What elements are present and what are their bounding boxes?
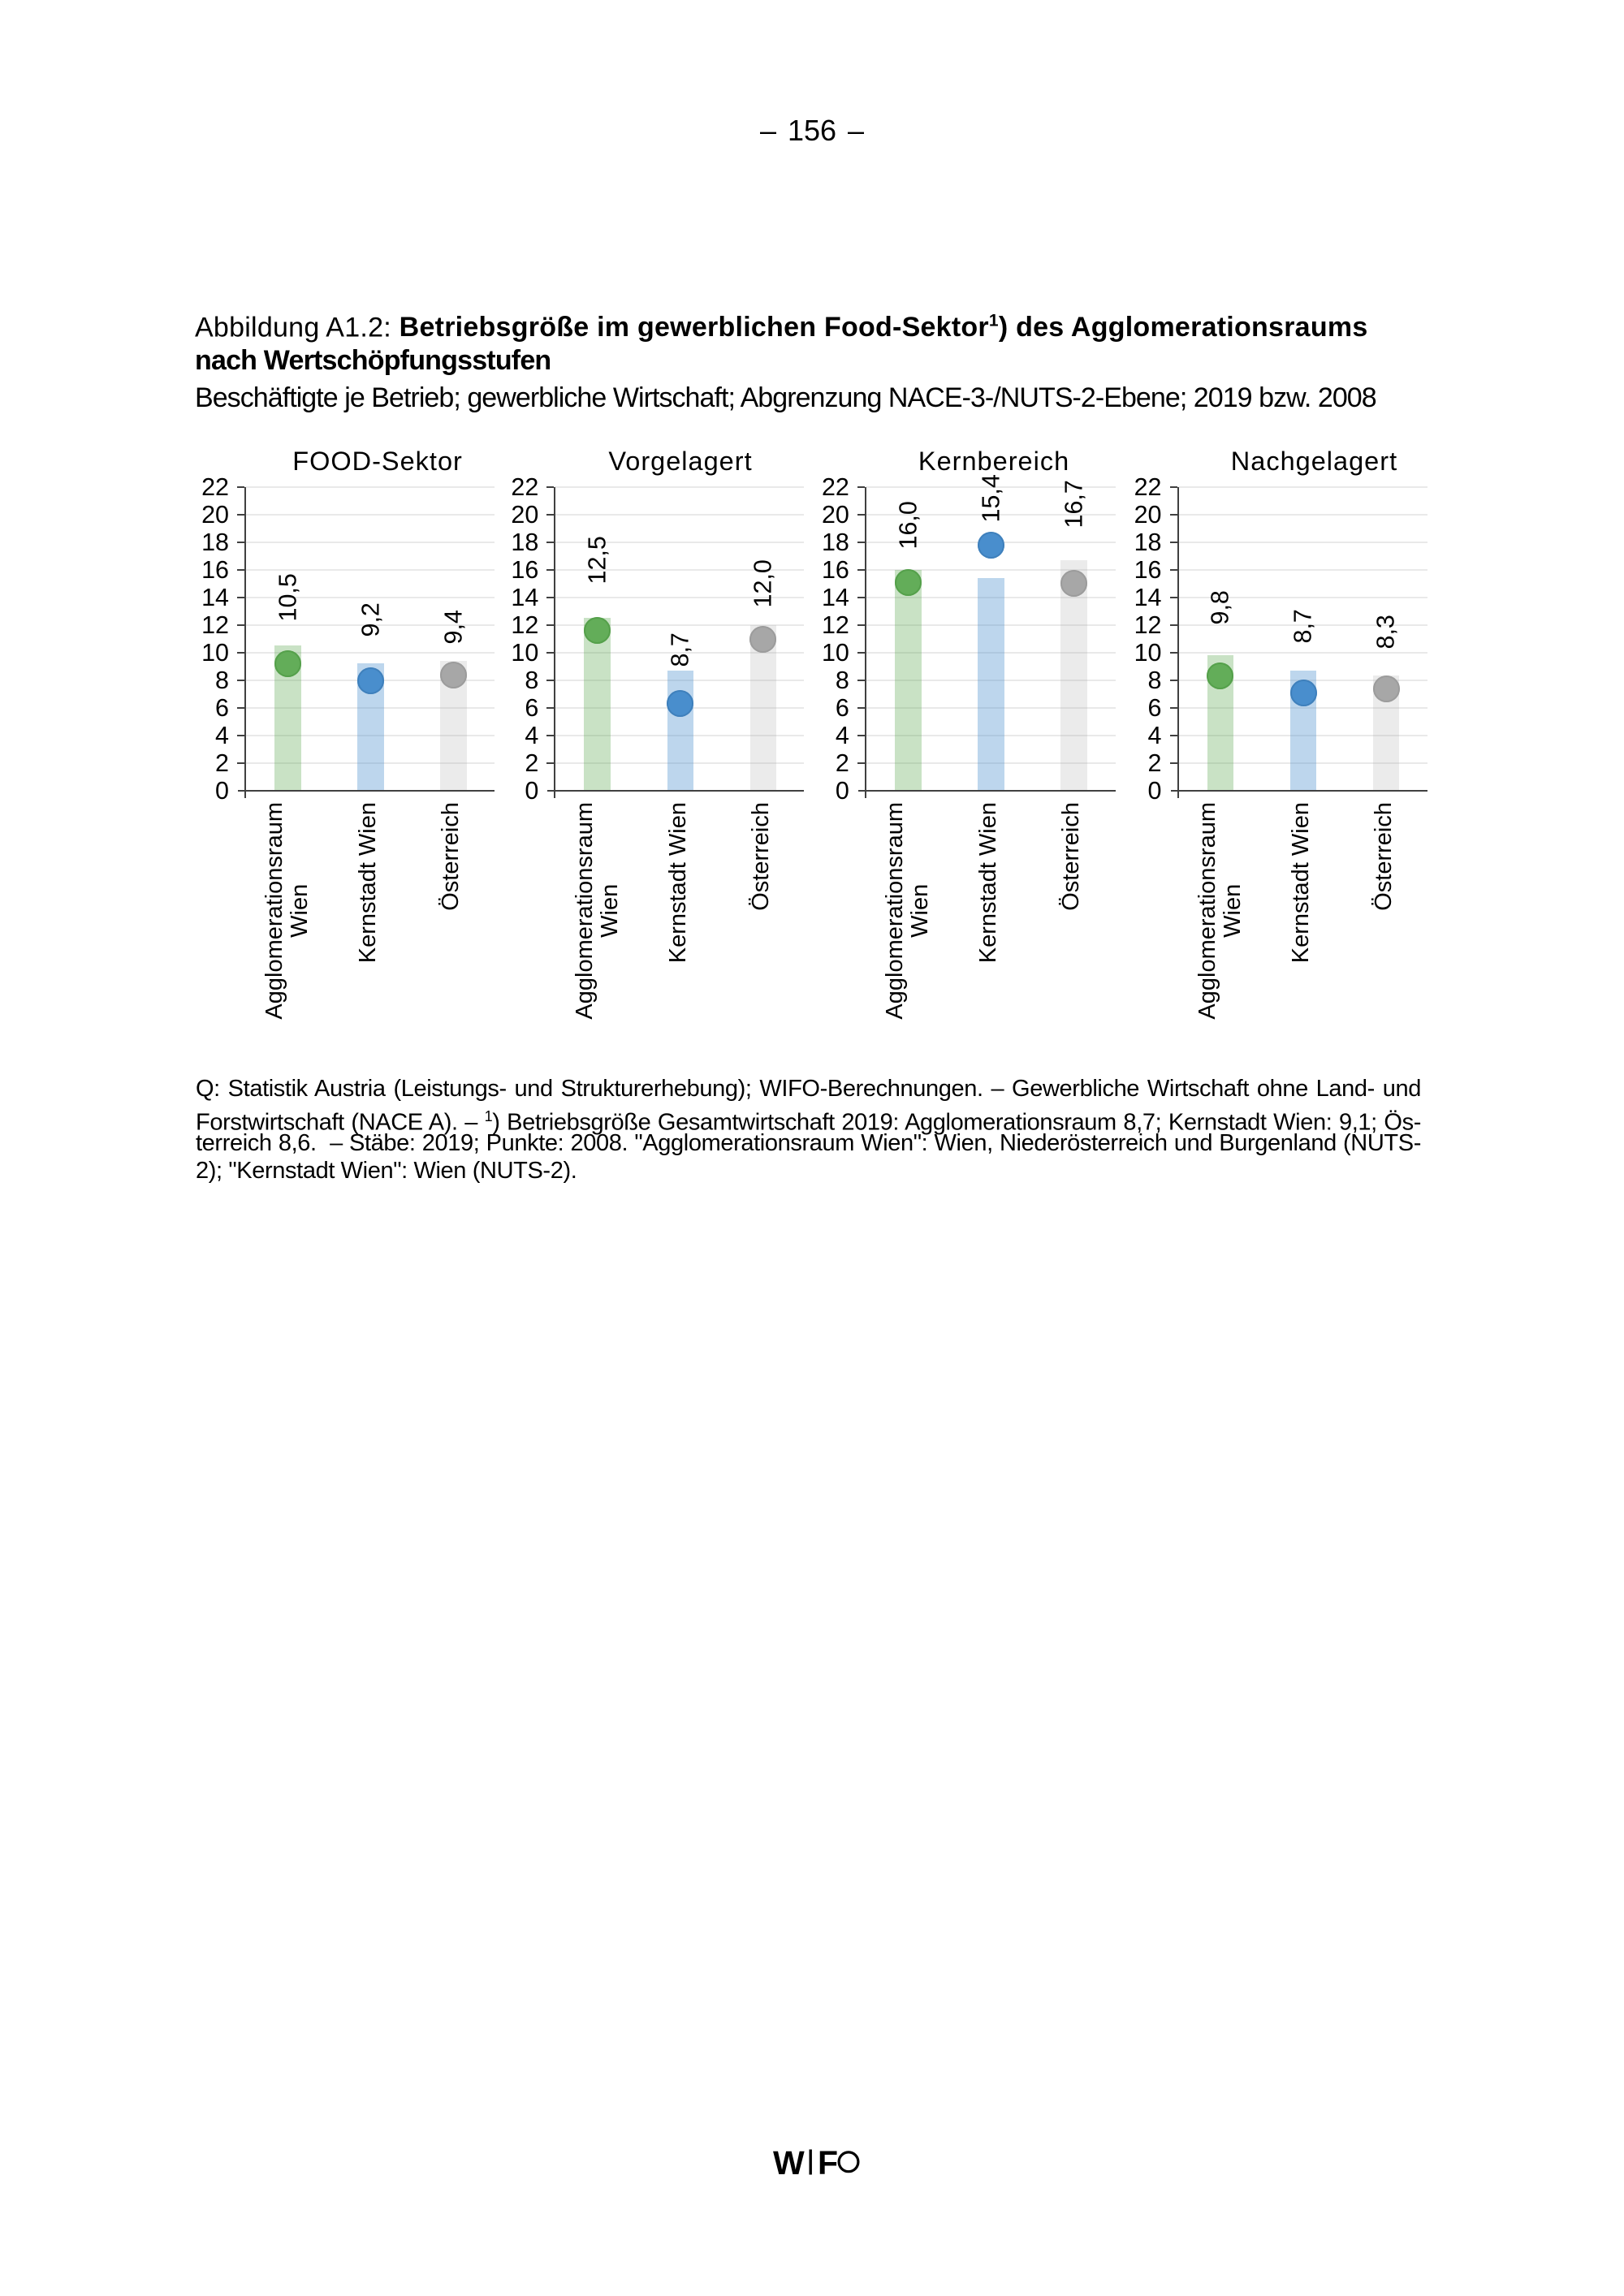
svg-text:W: W: [773, 2144, 805, 2180]
svg-text:F: F: [818, 2144, 838, 2180]
